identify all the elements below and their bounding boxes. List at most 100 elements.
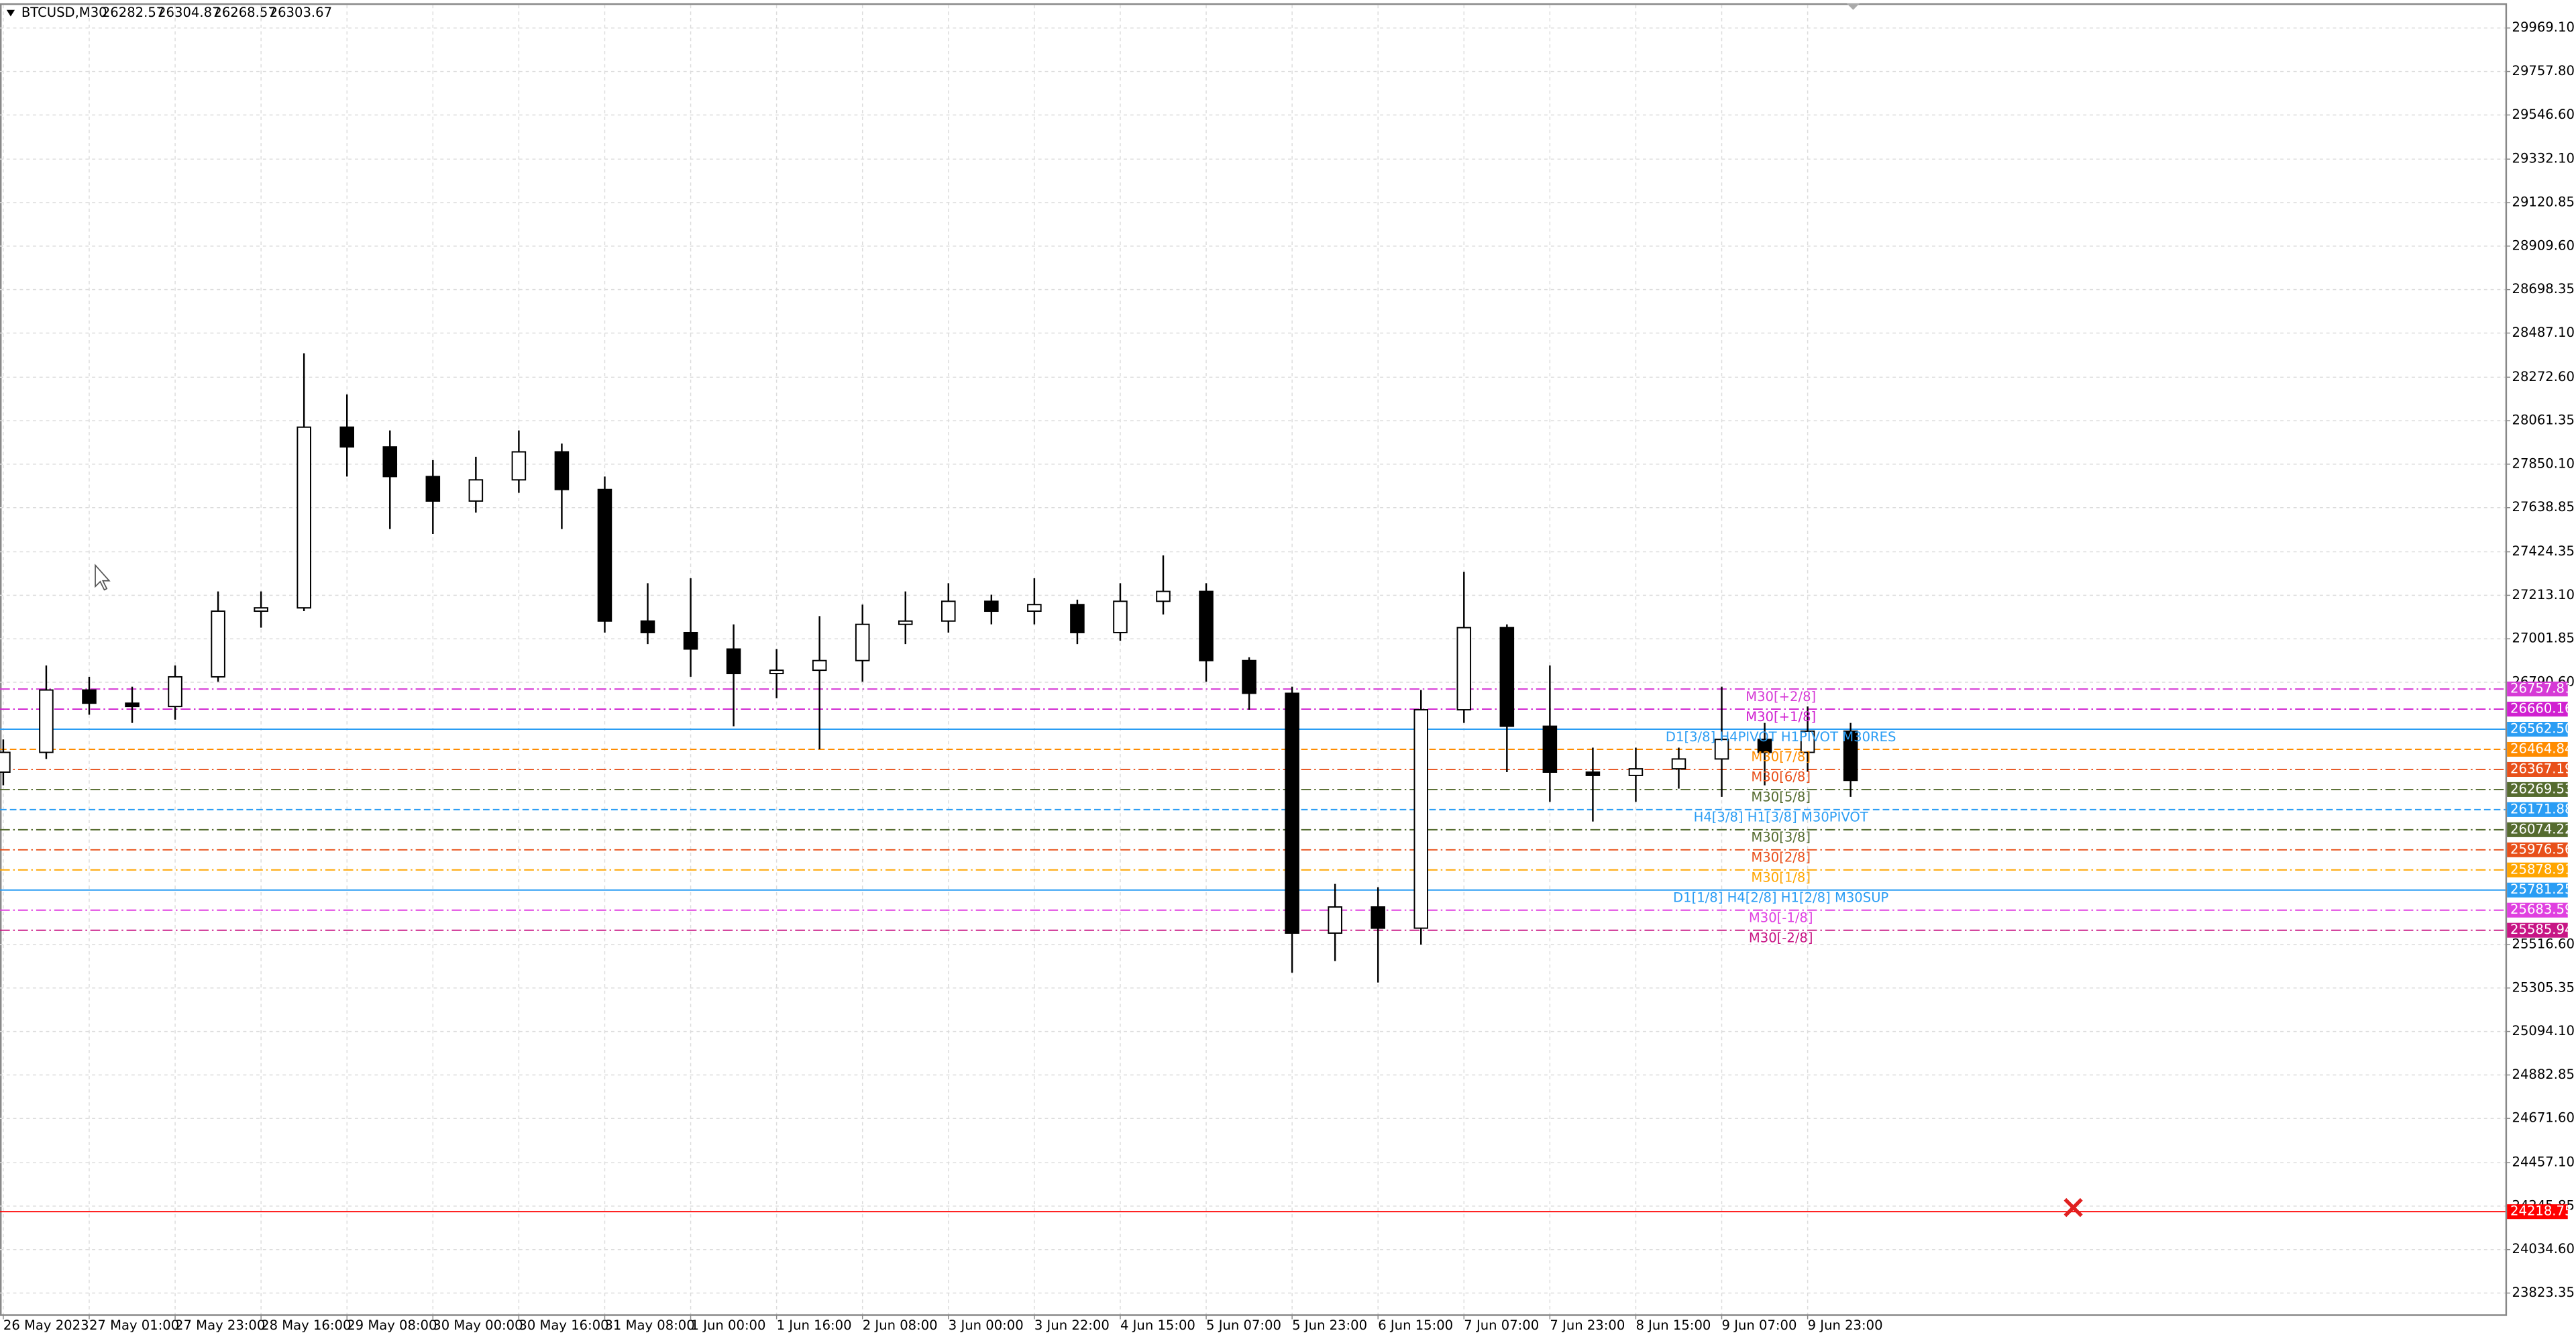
menu-triangle[interactable] [6,9,15,17]
level-price-box [2507,682,2568,697]
candle-body [554,451,570,490]
x-tick-label: 1 Jun 00:00 [691,1318,766,1333]
candle-body [1371,906,1385,929]
symbol: BTCUSD,M30 [21,5,107,20]
candle-body [1542,725,1558,773]
ohlc-low: 26268.57 [213,5,276,20]
y-tick-label: 28272.60 [2512,369,2574,384]
candle-body [1843,730,1858,782]
y-tick-label: 29546.60 [2512,107,2574,122]
ohlc-high: 26304.87 [158,5,220,20]
candle-body [1413,709,1429,929]
y-tick-label: 28487.10 [2512,325,2574,340]
x-tick-label: 29 May 08:00 [347,1318,437,1333]
candle-body [640,620,655,633]
candle-body [1242,659,1256,694]
x-tick-label: 3 Jun 00:00 [949,1318,1024,1333]
level-price: 24218.75 [2510,1203,2573,1219]
x-tick-label: 30 May 00:00 [433,1318,523,1333]
candle-body [1671,758,1686,770]
y-tick-label: 27001.85 [2512,631,2574,646]
candle-body [211,610,225,678]
candle-body [254,607,268,612]
x-tick-label: 26 May 2023 [3,1318,89,1333]
level-price: 26562.50 [2510,721,2573,737]
x-stroke [2063,1197,2083,1218]
x-tick-label: 27 May 01:00 [89,1318,179,1333]
level-price-box [2507,922,2568,938]
plot-frame [0,3,2508,1316]
level-price-box [2507,722,2568,737]
candle-body [1070,604,1085,633]
candle-body [683,631,698,650]
candle-body [511,451,527,481]
y-tick-label: 25094.10 [2512,1023,2574,1038]
level-label: M30[+2/8] [1746,689,1816,704]
level-label: M30[5/8] [1751,790,1811,805]
labels: 29969.10 29757.80 29546.60 29332.10 29120.85… [3,19,2575,1333]
candle-body [297,426,311,609]
candle-body [898,620,913,625]
y-tick-label: 28698.35 [2512,281,2574,297]
candle-body [597,488,612,622]
candle-body [168,676,182,708]
x-tick-label: 5 Jun 07:00 [1206,1318,1281,1333]
x-tick-label: 28 May 16:00 [261,1318,351,1333]
candle-body [1328,906,1342,934]
y-tick-label: 27213.10 [2512,587,2574,602]
candle-body [941,600,956,622]
shift-marker[interactable] [1846,3,1860,10]
level-price-box [2507,802,2568,817]
delete-marker[interactable] [2063,1197,2083,1218]
level-label: M30[7/8] [1751,749,1811,765]
level-label: D1[3/8] H4PIVOT H1PIVOT M30RES [1666,729,1896,745]
level-price-box [2507,741,2568,757]
y-tick-label: 28061.35 [2512,413,2574,428]
y-tick-label: 28909.60 [2512,237,2574,253]
candle-body [468,479,484,502]
level-price: 25781.25 [2510,881,2573,897]
level-label: D1[1/8] H4[2/8] H1[2/8] M30SUP [1673,890,1888,905]
x-tick-label: 7 Jun 23:00 [1550,1318,1625,1333]
y-tick-label: 24034.60 [2512,1241,2574,1256]
candles [0,353,1858,983]
level-price-box [2507,761,2568,777]
candle-body [1800,730,1815,753]
candle-body [1156,590,1171,602]
x-tick-label: 31 May 08:00 [604,1318,694,1333]
x-tick-label: 6 Jun 15:00 [1378,1318,1453,1333]
candle-body [1628,768,1644,776]
x-tick-label: 9 Jun 07:00 [1722,1318,1797,1333]
x-tick-label: 9 Jun 23:00 [1808,1318,1883,1333]
x-tick-label: 1 Jun 16:00 [777,1318,852,1333]
candle-body [1027,604,1042,612]
candle-body [984,600,999,612]
y-tick-label: 27850.10 [2512,456,2574,471]
level-label: M30[2/8] [1751,850,1811,865]
candle-body [1714,739,1729,760]
candle-body [1499,627,1515,727]
x-tick-label: 8 Jun 15:00 [1635,1318,1711,1333]
level-price-box [2507,882,2568,898]
level-price: 26074.22 [2510,821,2573,837]
level-label: H4[3/8] H1[3/8] M30PIVOT [1694,810,1869,825]
level-price: 25683.59 [2510,902,2573,917]
x-tick-label: 4 Jun 15:00 [1120,1318,1195,1333]
level-price-box [2507,862,2568,877]
candle-body [1757,739,1772,753]
candle-body [1585,771,1601,776]
x-tick-label: 3 Jun 22:00 [1034,1318,1110,1333]
level-price: 26269.53 [2510,781,2573,796]
candle-body [39,689,54,753]
y-tick-label: 24882.85 [2512,1067,2574,1082]
level-price-box [2507,1204,2568,1220]
level-label: M30[-2/8] [1749,930,1813,945]
candle-body [0,751,11,773]
level-price-box [2507,822,2568,837]
x-tick-label: 27 May 23:00 [175,1318,265,1333]
candle-body [812,659,827,672]
y-tick-label: 25305.35 [2512,979,2574,995]
level-label: M30[6/8] [1751,769,1811,785]
